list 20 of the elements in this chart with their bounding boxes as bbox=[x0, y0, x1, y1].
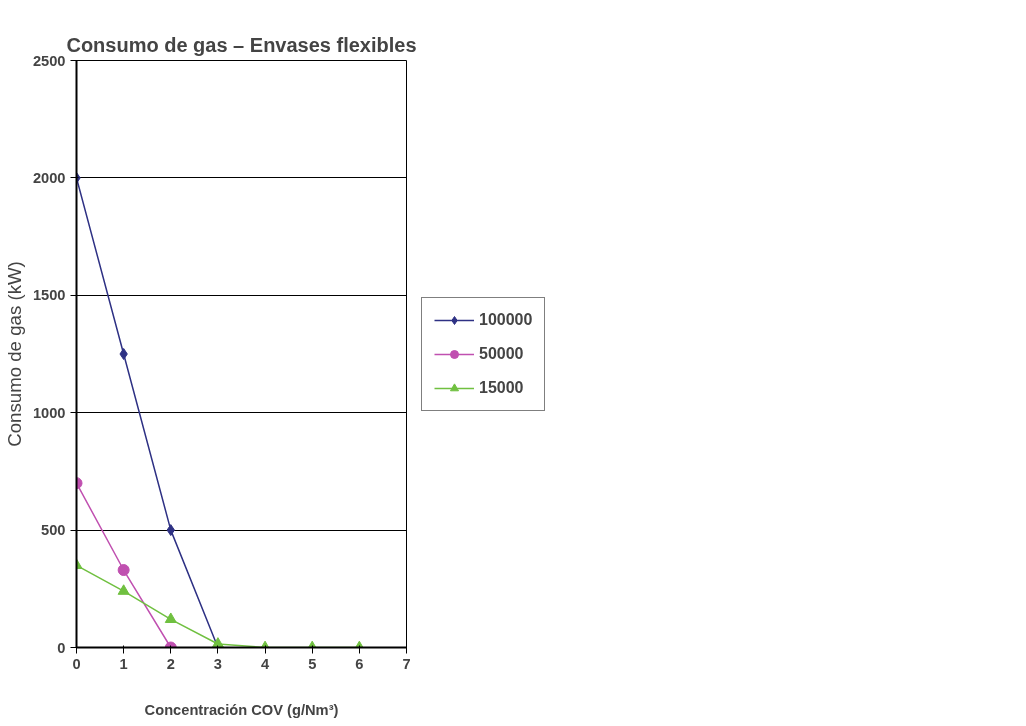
chart-title: Consumo de gas – Envases flexibles bbox=[66, 33, 417, 56]
legend-label: 15000 bbox=[479, 378, 524, 397]
y-tick-label: 0 bbox=[57, 639, 66, 656]
x-tick-label: 6 bbox=[355, 655, 364, 672]
y-tick-label: 500 bbox=[41, 522, 66, 539]
x-tick-label: 2 bbox=[166, 655, 175, 672]
y-tick-label: 1500 bbox=[32, 287, 66, 304]
y-axis-title: Consumo de gas (kW) bbox=[3, 261, 25, 447]
x-tick-label: 3 bbox=[213, 655, 223, 672]
x-tick-label: 1 bbox=[119, 655, 128, 672]
x-tick-label: 7 bbox=[402, 655, 411, 672]
y-tick-label: 1000 bbox=[32, 404, 66, 421]
x-tick-label: 4 bbox=[261, 655, 270, 672]
x-axis-title: Concentración COV (g/Nm³) bbox=[144, 701, 339, 718]
x-tick-label: 5 bbox=[308, 655, 317, 672]
y-tick-label: 2500 bbox=[32, 52, 66, 69]
legend-label: 50000 bbox=[479, 344, 524, 363]
x-tick-label: 0 bbox=[72, 655, 81, 672]
y-tick-label: 2000 bbox=[32, 169, 66, 186]
legend-label: 100000 bbox=[479, 310, 533, 329]
